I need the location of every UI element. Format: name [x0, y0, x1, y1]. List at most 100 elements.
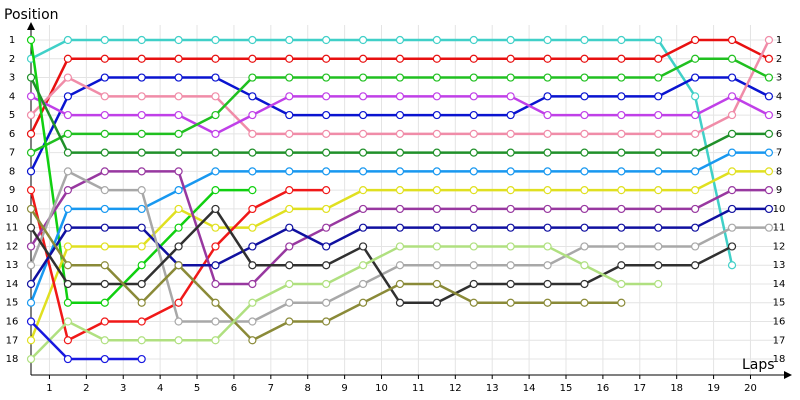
point [26, 317, 36, 326]
point [358, 35, 368, 45]
point [285, 298, 294, 307]
point [432, 279, 441, 289]
point [580, 261, 589, 270]
point [26, 204, 36, 214]
y-tick-label: 7 [9, 148, 15, 159]
point [395, 148, 405, 157]
y-axis-arrow [27, 22, 35, 30]
point [63, 186, 72, 195]
point [617, 167, 626, 176]
point [395, 167, 405, 176]
point [395, 242, 405, 251]
point [174, 167, 183, 176]
point [506, 54, 515, 63]
point [469, 129, 478, 138]
point [63, 92, 72, 101]
point [174, 336, 183, 345]
point [248, 261, 257, 270]
point [506, 261, 515, 270]
point [26, 129, 36, 138]
y-tick-label: 13 [6, 260, 19, 271]
point [395, 35, 405, 45]
point [137, 261, 146, 270]
point [764, 54, 774, 63]
point [100, 317, 109, 326]
point [506, 110, 515, 120]
point [63, 317, 72, 326]
point [63, 279, 72, 289]
point [617, 148, 626, 157]
point [358, 279, 368, 289]
point [580, 204, 589, 214]
point [654, 110, 663, 120]
point [100, 129, 109, 138]
point [469, 73, 478, 82]
point [211, 242, 220, 251]
point [137, 317, 146, 326]
point [285, 167, 294, 176]
point [174, 148, 183, 157]
point [358, 298, 368, 307]
point [432, 298, 441, 307]
point [174, 261, 183, 270]
point [322, 261, 331, 270]
point [395, 54, 405, 63]
point [691, 110, 700, 120]
point [469, 186, 478, 195]
point [469, 298, 478, 307]
y-tick-label-right: 4 [776, 91, 782, 102]
point [100, 167, 109, 176]
point [617, 204, 626, 214]
point [654, 73, 663, 82]
point [691, 242, 700, 251]
point [543, 54, 552, 63]
point [432, 35, 441, 45]
point [26, 110, 36, 120]
x-tick-label: 20 [744, 383, 757, 394]
point [654, 279, 663, 289]
x-tick-label: 16 [597, 383, 610, 394]
series-line [30, 320, 142, 361]
point [174, 223, 183, 232]
point [358, 242, 368, 251]
point [248, 223, 257, 232]
point [322, 167, 331, 176]
point [322, 129, 331, 138]
point [26, 279, 36, 289]
point [211, 279, 220, 289]
point [691, 129, 700, 138]
y-tick-label: 12 [6, 241, 19, 252]
point [285, 279, 294, 289]
point [543, 223, 552, 232]
point [137, 279, 146, 289]
point [469, 92, 478, 101]
point [248, 317, 257, 326]
y-tick-label: 3 [9, 73, 15, 84]
point [506, 186, 515, 195]
point [617, 92, 626, 101]
point [654, 167, 663, 176]
point [285, 54, 294, 63]
point [285, 35, 294, 45]
series-line [29, 76, 770, 172]
x-tick-label: 15 [560, 383, 573, 394]
y-tick-label-right: 10 [773, 204, 786, 215]
point [322, 204, 331, 214]
point [543, 92, 552, 101]
point [137, 73, 146, 82]
point [322, 223, 331, 232]
point [691, 54, 700, 63]
x-tick-label: 9 [341, 383, 347, 394]
y-tick-label-right: 9 [776, 185, 782, 196]
y-tick-label: 17 [6, 335, 19, 346]
x-tick-label: 2 [83, 383, 89, 394]
point [100, 110, 109, 120]
point [727, 261, 737, 270]
point [764, 223, 774, 232]
point [100, 242, 109, 251]
point [469, 242, 478, 251]
point [322, 73, 331, 82]
point [211, 54, 220, 63]
point [174, 242, 183, 251]
